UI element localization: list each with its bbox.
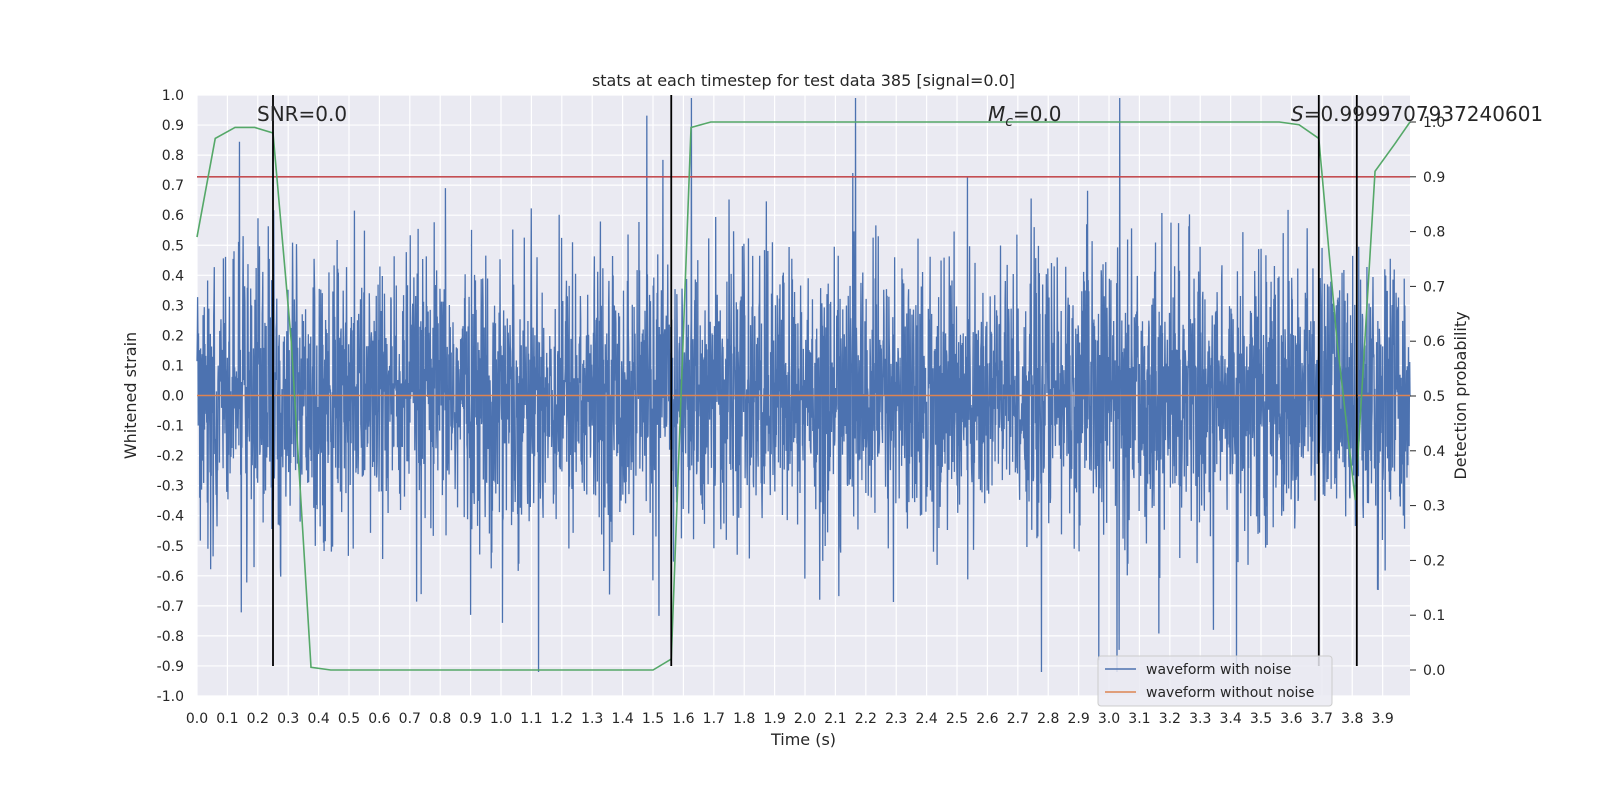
y2-tick-label: 0.2 <box>1423 553 1445 569</box>
y2-tick-label: 0.7 <box>1423 279 1445 295</box>
legend-label-waveform-without-noise: waveform without noise <box>1146 685 1314 701</box>
x-tick-label: 0.8 <box>429 711 451 727</box>
y-tick-label: -0.2 <box>157 449 184 465</box>
waveform-with-noise-line <box>196 97 1411 672</box>
y-axis-ticks: 1.0 0.9 0.8 0.7 0.6 0.5 0.4 0.3 0.2 0.1 0.0 -0.1 -0.… <box>157 88 184 705</box>
y-tick-label: -0.6 <box>157 569 184 585</box>
x-tick-label: 2.6 <box>976 711 998 727</box>
x-tick-label: 2.8 <box>1037 711 1059 727</box>
x-tick-label: 0.6 <box>368 711 390 727</box>
x-tick-label: 0.4 <box>307 711 329 727</box>
x-tick-label: 1.6 <box>672 711 694 727</box>
x-tick-label: 1.1 <box>520 711 542 727</box>
x-tick-label: 2.2 <box>855 711 877 727</box>
y2-tick-label: 0.1 <box>1423 608 1445 624</box>
x-tick-label: 0.5 <box>338 711 360 727</box>
x-tick-label: 0.2 <box>247 711 269 727</box>
x-tick-label: 3.9 <box>1372 711 1394 727</box>
x-tick-label: 0.9 <box>459 711 481 727</box>
x-tick-label: 1.3 <box>581 711 603 727</box>
x-tick-label: 3.2 <box>1159 711 1181 727</box>
y-axis-label: Whitened strain <box>121 332 140 459</box>
y-tick-label: 0.7 <box>162 178 184 194</box>
chart-title: stats at each timestep for test data 385… <box>592 71 1015 90</box>
y-tick-label: -0.9 <box>157 659 184 675</box>
y-tick-label: 0.1 <box>162 358 184 374</box>
y-tick-label: -0.8 <box>157 629 184 645</box>
y2-tick-label: 0.3 <box>1423 499 1445 515</box>
y2-tick-label: 0.4 <box>1423 444 1445 460</box>
y2-tick-label: 0.5 <box>1423 389 1445 405</box>
detection-probability-line <box>196 121 1411 671</box>
x-tick-label: 0.7 <box>399 711 421 727</box>
y2-tick-label: 1.0 <box>1423 115 1445 131</box>
y-tick-label: 0.3 <box>162 298 184 314</box>
y-tick-label: -1.0 <box>157 689 184 705</box>
x-tick-label: 3.5 <box>1250 711 1272 727</box>
x-axis-label: Time (s) <box>770 730 836 749</box>
y-tick-label: 0.0 <box>162 389 184 405</box>
y2-tick-label: 0.8 <box>1423 225 1445 241</box>
x-tick-label: 1.0 <box>490 711 512 727</box>
x-tick-label: 0.0 <box>186 711 208 727</box>
y2-axis-ticks: 1.0 0.9 0.8 0.7 0.6 0.5 0.4 0.3 0.2 0.1 0.0 <box>1410 115 1445 679</box>
x-tick-label: 0.1 <box>216 711 238 727</box>
y-tick-label: 0.5 <box>162 238 184 254</box>
x-tick-label: 1.4 <box>611 711 633 727</box>
x-tick-label: 3.6 <box>1280 711 1302 727</box>
x-tick-label: 2.9 <box>1067 711 1089 727</box>
y-tick-label: -0.4 <box>157 509 184 525</box>
x-tick-label: 2.7 <box>1007 711 1029 727</box>
x-tick-label: 3.0 <box>1098 711 1120 727</box>
y-tick-label: 0.4 <box>162 268 184 284</box>
x-tick-label: 1.9 <box>763 711 785 727</box>
x-tick-label: 2.1 <box>824 711 846 727</box>
x-tick-label: 1.8 <box>733 711 755 727</box>
x-tick-label: 2.3 <box>885 711 907 727</box>
y-tick-label: 0.9 <box>162 118 184 134</box>
x-tick-label: 2.0 <box>794 711 816 727</box>
y-tick-label: 1.0 <box>162 88 184 104</box>
y2-tick-label: 0.6 <box>1423 334 1445 350</box>
x-tick-label: 2.5 <box>946 711 968 727</box>
s-annotation: S=0.9999707937240601 <box>1291 102 1543 126</box>
snr-annotation: SNR=0.0 <box>257 102 347 126</box>
y-tick-label: 0.8 <box>162 148 184 164</box>
y-tick-label: -0.3 <box>157 479 184 495</box>
x-tick-label: 1.7 <box>703 711 725 727</box>
x-tick-label: 3.1 <box>1128 711 1150 727</box>
legend-box <box>1097 655 1333 707</box>
x-tick-label: 3.3 <box>1189 711 1211 727</box>
x-tick-label: 3.7 <box>1311 711 1333 727</box>
x-tick-label: 2.4 <box>915 711 937 727</box>
legend-label-waveform-with-noise: waveform with noise <box>1146 662 1291 678</box>
mc-annotation: Mc=0.0 <box>988 102 1062 130</box>
x-tick-label: 0.3 <box>277 711 299 727</box>
y-tick-label: 0.6 <box>162 208 184 224</box>
x-tick-label: 3.4 <box>1220 711 1242 727</box>
overlay-lines <box>196 95 1411 671</box>
y-tick-label: 0.2 <box>162 328 184 344</box>
series-waveform-with-noise <box>196 97 1411 672</box>
y2-tick-label: 0.0 <box>1423 663 1445 679</box>
x-tick-label: 1.2 <box>551 711 573 727</box>
y2-tick-label: 0.9 <box>1423 170 1445 186</box>
y-tick-label: -0.5 <box>157 539 184 555</box>
y2-axis-label: Detection probability <box>1451 311 1470 479</box>
legend: waveform with noise waveform without noi… <box>1097 655 1333 707</box>
x-tick-label: 3.8 <box>1341 711 1363 727</box>
y-tick-label: -0.1 <box>157 419 184 435</box>
x-axis-ticks: 0.0 0.1 0.2 0.3 0.4 0.5 0.6 0.7 0.8 0.9 1.0 1.1 1.2 1… <box>186 711 1394 727</box>
y-tick-label: -0.7 <box>157 599 184 615</box>
x-tick-label: 1.5 <box>642 711 664 727</box>
